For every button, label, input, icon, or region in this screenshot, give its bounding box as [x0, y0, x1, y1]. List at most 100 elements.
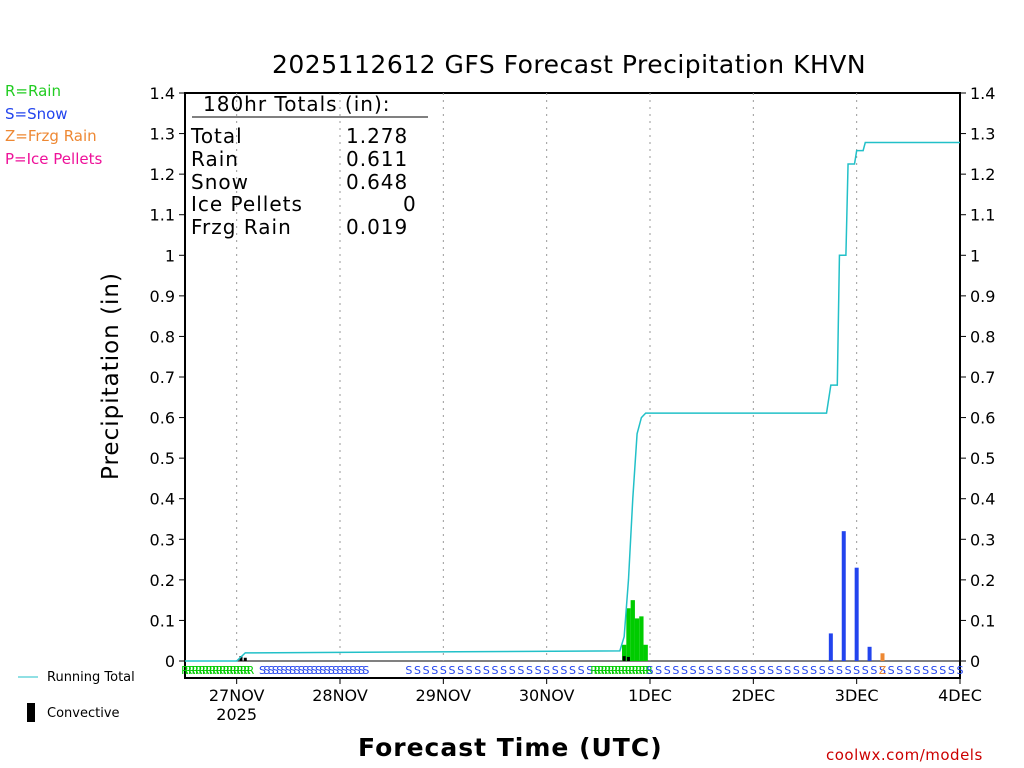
ptype-mark-43: S	[358, 664, 365, 677]
x-tick-label-28NOV: 28NOV	[312, 686, 368, 705]
ptype-mark-34: S	[319, 664, 326, 677]
y-tick-label-right-0.7: 0.7	[970, 368, 995, 387]
ptype-mark-32: S	[311, 664, 318, 677]
legend-convective-swatch	[27, 703, 35, 722]
y-tick-label-left-0.4: 0.4	[150, 490, 175, 509]
ptype-mark-11: R	[219, 664, 227, 677]
precip-bar-rain-0	[622, 644, 627, 661]
ptype-mark-61: S	[543, 664, 550, 677]
x-tick-label-4DEC: 4DEC	[938, 686, 982, 705]
totals-frzg-rain-value: 0.019	[346, 215, 409, 239]
precip-bar-snow-9	[867, 646, 872, 661]
ptype-mark-63: S	[560, 664, 567, 677]
ptype-mark-46: S	[414, 664, 421, 677]
precip-bar-rain-1	[626, 608, 631, 661]
ptype-mark-87: S	[672, 664, 679, 677]
ptype-mark-85: S	[655, 664, 662, 677]
ptype-mark-98: S	[767, 664, 774, 677]
credit-text: coolwx.com/models	[826, 746, 983, 764]
legend-snow: S=Snow	[5, 105, 68, 123]
ptype-mark-103: S	[810, 664, 817, 677]
ptype-mark-88: S	[681, 664, 688, 677]
y-tick-label-left-0.2: 0.2	[150, 571, 175, 590]
ptype-mark-75: R	[618, 664, 626, 677]
y-tick-label-right-1: 1	[970, 246, 980, 265]
convective-bar-3	[626, 656, 630, 661]
ptype-mark-2: R	[188, 664, 196, 677]
x-tick-sublabel-27NOV: 2025	[216, 705, 257, 724]
ptype-mark-52: S	[466, 664, 473, 677]
ptype-mark-111: S	[879, 664, 886, 677]
ptype-mark-45: S	[405, 664, 412, 677]
ptype-mark-69: R	[597, 664, 605, 677]
y-tick-label-right-0.8: 0.8	[970, 327, 995, 346]
ptype-mark-79: R	[632, 664, 640, 677]
ptype-mark-26: S	[285, 664, 292, 677]
ptype-mark-74: R	[614, 664, 622, 677]
totals-header: 180hr Totals (in):	[203, 92, 391, 116]
ptype-mark-107: S	[845, 664, 852, 677]
legend-frzg-rain: Z=Frzg Rain	[5, 127, 97, 145]
ptype-mark-57: S	[509, 664, 516, 677]
ptype-mark-84: S	[647, 664, 654, 677]
convective-bar-1	[243, 657, 247, 661]
ptype-mark-33: S	[315, 664, 322, 677]
ptype-mark-frzg: Z	[879, 664, 887, 677]
ptype-mark-16: R	[236, 664, 244, 677]
ptype-mark-86: S	[664, 664, 671, 677]
totals-snow-value: 0.648	[346, 170, 409, 194]
ptype-mark-113: S	[896, 664, 903, 677]
ptype-mark-15: R	[233, 664, 241, 677]
y-tick-label-left-1.2: 1.2	[150, 165, 175, 184]
convective-bar-0	[239, 656, 243, 661]
ptype-mark-110: S	[870, 664, 877, 677]
ptype-mark-22: S	[268, 664, 275, 677]
ptype-mark-56: S	[500, 664, 507, 677]
legend-running-total: Running Total	[47, 670, 135, 685]
ptype-mark-54: S	[483, 664, 490, 677]
ptype-mark-17: R	[240, 664, 248, 677]
y-tick-label-left-1: 1	[165, 246, 175, 265]
ptype-mark-27: S	[289, 664, 296, 677]
ptype-mark-102: S	[802, 664, 809, 677]
ptype-mark-9: R	[212, 664, 220, 677]
ptype-mark-109: S	[862, 664, 869, 677]
ptype-mark-67: R	[590, 664, 598, 677]
ptype-mark-0: R	[181, 664, 189, 677]
ptype-mark-37: S	[332, 664, 339, 677]
y-tick-label-right-1.2: 1.2	[970, 165, 995, 184]
ptype-mark-90: S	[698, 664, 705, 677]
y-tick-label-left-0.1: 0.1	[150, 611, 175, 630]
ptype-mark-81: R	[638, 664, 646, 677]
y-tick-label-left-0.5: 0.5	[150, 449, 175, 468]
ptype-mark-71: R	[604, 664, 612, 677]
y-axis-label: Precipitation (in)	[98, 272, 124, 480]
legend-ice-pellets: P=Ice Pellets	[5, 150, 103, 168]
totals-frzg-rain-label: Frzg Rain	[191, 215, 292, 239]
ptype-mark-1: R	[185, 664, 193, 677]
totals-rain-value: 0.611	[346, 147, 409, 171]
ptype-mark-18: R	[243, 664, 251, 677]
ptype-mark-58: S	[517, 664, 524, 677]
ptype-mark-6: R	[202, 664, 210, 677]
ptype-mark-72: R	[607, 664, 615, 677]
ptype-mark-112: S	[888, 664, 895, 677]
ptype-mark-41: S	[349, 664, 356, 677]
running-total-line	[185, 141, 960, 662]
ptype-mark-31: S	[306, 664, 313, 677]
ptype-mark-19: R	[247, 664, 255, 677]
ptype-mark-62: S	[552, 664, 559, 677]
ptype-mark-49: S	[440, 664, 447, 677]
y-tick-label-right-1.1: 1.1	[970, 206, 995, 225]
precip-bar-rain-4	[639, 616, 644, 661]
y-tick-label-left-0.3: 0.3	[150, 530, 175, 549]
ptype-mark-60: S	[535, 664, 542, 677]
y-tick-label-left-1.3: 1.3	[150, 125, 175, 144]
y-tick-label-right-0.6: 0.6	[970, 409, 995, 428]
ptype-mark-36: S	[328, 664, 335, 677]
ptype-mark-3: R	[192, 664, 200, 677]
plot-frame	[184, 92, 961, 679]
ptype-mark-104: S	[819, 664, 826, 677]
x-tick-label-2DEC: 2DEC	[731, 686, 775, 705]
ptype-mark-7: R	[205, 664, 213, 677]
